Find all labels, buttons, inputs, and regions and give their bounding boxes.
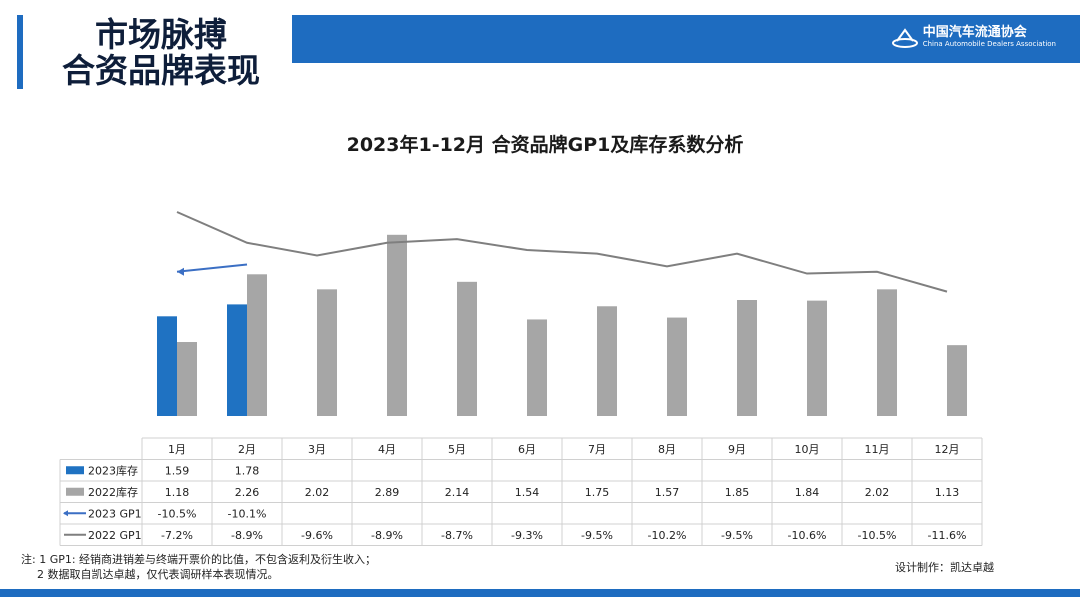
- legend-label: 2023 GP1: [88, 507, 142, 520]
- line-2022-gp1: [176, 211, 948, 293]
- x-tick-label: 7月: [588, 443, 606, 456]
- footnote-line2: 2 数据取自凯达卓越，仅代表调研样本表现情况。: [37, 568, 279, 581]
- legend-label: 2022库存: [88, 485, 138, 499]
- chart-title: 2023年1-12月 合资品牌GP1及库存系数分析: [346, 134, 744, 156]
- data-label: -8.7%: [441, 529, 473, 542]
- x-tick-label: 9月: [728, 443, 746, 456]
- data-label: -10.6%: [788, 529, 827, 542]
- bar-2022-6: [527, 319, 547, 416]
- data-label: -8.9%: [231, 529, 263, 542]
- footer-bar: [0, 589, 1080, 597]
- legend-key-2023-gp1-arrow: [63, 510, 68, 517]
- data-label: 2.26: [235, 486, 260, 499]
- bar-2022-7: [597, 306, 617, 416]
- bar-2022-4: [387, 234, 407, 416]
- header-bar: [292, 15, 1080, 63]
- bar-2022-5: [457, 281, 477, 416]
- data-label: -10.2%: [648, 529, 687, 542]
- bar-2022-2: [247, 274, 267, 416]
- legend-label: 2022 GP1: [88, 529, 142, 542]
- line-2023-gp1-arrow-head: [177, 267, 184, 276]
- line-2023-gp1: [176, 263, 248, 273]
- x-tick-label: 8月: [658, 443, 676, 456]
- header-accent-bar: [17, 15, 23, 89]
- bar-2022-9: [737, 300, 757, 416]
- x-tick-label: 2月: [238, 443, 256, 456]
- footnote-line1: 注: 1 GP1: 经销商进销差与终端开票价的比值，不包含返利及衍生收入；: [21, 553, 377, 566]
- data-label: 1.78: [235, 464, 260, 477]
- x-tick-label: 10月: [795, 443, 820, 456]
- data-label: -10.1%: [228, 507, 267, 520]
- x-tick-label: 11月: [865, 443, 890, 456]
- x-tick-label: 1月: [168, 443, 186, 456]
- design-credit: 设计制作：凯达卓越: [895, 561, 994, 574]
- page-title: 市场脉搏 合资品牌表现: [36, 17, 286, 89]
- data-label: 2.02: [865, 486, 890, 499]
- x-tick-label: 3月: [308, 443, 326, 456]
- data-label: 1.18: [165, 486, 190, 499]
- bar-2023-1: [157, 316, 177, 416]
- x-tick-label: 12月: [935, 443, 960, 456]
- page-title-line2: 合资品牌表现: [62, 51, 260, 90]
- data-label: -10.5%: [858, 529, 897, 542]
- data-label: 2.14: [445, 486, 470, 499]
- legend-label: 2023库存: [88, 463, 138, 477]
- data-label: -9.3%: [511, 529, 543, 542]
- data-label: 1.59: [165, 464, 190, 477]
- data-label: -11.6%: [928, 529, 967, 542]
- data-label: -7.2%: [161, 529, 193, 542]
- x-tick-label: 6月: [518, 443, 536, 456]
- data-label: -10.5%: [158, 507, 197, 520]
- page-title-line1: 市场脉搏: [95, 15, 227, 54]
- data-label: 1.57: [655, 486, 680, 499]
- logo-text-cn: 中国汽车流通协会: [922, 25, 1027, 40]
- logo-mark-icon: [891, 27, 918, 48]
- data-label: 1.75: [585, 486, 610, 499]
- bar-2022-12: [947, 345, 967, 416]
- association-logo: 中国汽车流通协会 China Automobile Dealers Associ…: [891, 26, 1056, 49]
- data-label: 1.13: [935, 486, 960, 499]
- bar-2022-11: [877, 289, 897, 416]
- x-tick-label: 4月: [378, 443, 396, 456]
- footnote: 注: 1 GP1: 经销商进销差与终端开票价的比值，不包含返利及衍生收入； 2 …: [21, 552, 376, 582]
- bar-2022-8: [667, 317, 687, 416]
- legend-key-2023-inventory: [66, 466, 84, 475]
- bar-2022-10: [807, 300, 827, 416]
- bar-2022-1: [177, 342, 197, 416]
- data-label: 2.89: [375, 486, 400, 499]
- data-label: -9.6%: [301, 529, 333, 542]
- x-tick-label: 5月: [448, 443, 466, 456]
- data-label: -9.5%: [721, 529, 753, 542]
- data-label: 1.84: [795, 486, 820, 499]
- data-label: -8.9%: [371, 529, 403, 542]
- logo-text-en: China Automobile Dealers Association: [922, 40, 1056, 48]
- legend-key-2022-inventory: [66, 487, 84, 496]
- data-label: -9.5%: [581, 529, 613, 542]
- bar-2022-3: [317, 289, 337, 416]
- data-label: 2.02: [305, 486, 330, 499]
- bar-2023-2: [227, 304, 247, 416]
- data-label: 1.54: [515, 486, 540, 499]
- data-label: 1.85: [725, 486, 750, 499]
